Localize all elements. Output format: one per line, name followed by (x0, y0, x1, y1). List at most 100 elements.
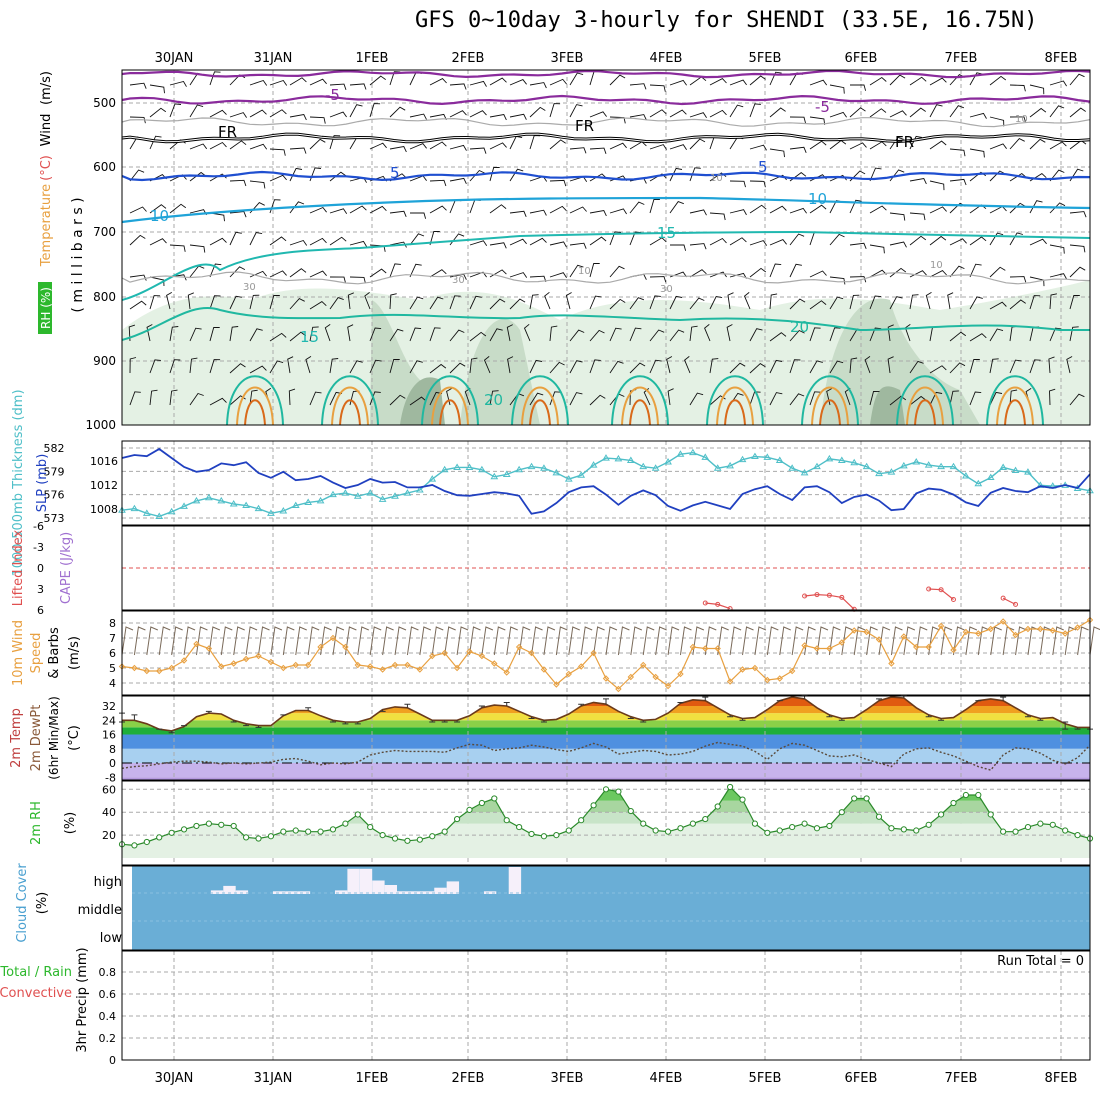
wind-barb (309, 167, 322, 182)
wind-barb (429, 205, 447, 214)
wind-barb (329, 236, 347, 246)
wind-barb (469, 357, 478, 374)
wind-barb (689, 76, 707, 86)
wind-barb (509, 298, 526, 310)
wind-speed-point (739, 666, 746, 673)
wind-barb (469, 240, 488, 247)
wind-barb (410, 212, 427, 219)
wind-speed-point (1049, 627, 1056, 634)
wind-barb (849, 199, 862, 214)
surface-wind-barb (468, 626, 481, 656)
wind-barb (529, 275, 547, 283)
wind-barb (689, 209, 707, 216)
wind-barb (229, 295, 242, 310)
wind-barb (269, 148, 286, 156)
wind-barb (369, 75, 386, 86)
wind-barb (129, 206, 147, 214)
contour-label: 15 (300, 328, 319, 346)
high-cloud-gap (359, 868, 373, 894)
wind-barb (189, 143, 208, 150)
upper-panel-frame (121, 69, 1091, 426)
ylabel-wind-barbs: & Barbs (47, 627, 62, 679)
temp-min-bar (354, 722, 361, 725)
surface-wind-barb (1039, 626, 1052, 656)
temp-band (122, 706, 1090, 714)
wind-barb (689, 297, 705, 310)
wind-barb (709, 237, 727, 246)
thickness-tick-label: 579 (44, 465, 65, 478)
contour-label: FR (575, 117, 594, 135)
thickness-point (751, 452, 759, 460)
rh-point (1049, 821, 1056, 828)
wind-barb (549, 179, 567, 187)
wind-barb (189, 244, 206, 253)
wind-speed-point (218, 663, 225, 670)
thickness-point (341, 489, 350, 496)
surface-wind-barb (332, 626, 345, 656)
surface-wind-barb (816, 626, 829, 656)
date-label-bottom: 5FEB (749, 1071, 782, 1086)
rh-panel-frame (121, 780, 1091, 866)
wind-barb (149, 276, 165, 287)
temp-max-bar (503, 701, 510, 706)
wind-barb (309, 206, 327, 214)
surface-wind-barb (307, 626, 320, 656)
rh-point (702, 815, 709, 823)
surface-wind-barb (493, 626, 506, 656)
wind-barb (949, 331, 967, 342)
wind-barb (347, 324, 354, 342)
wind-barb (169, 203, 187, 214)
wind-barb (889, 74, 906, 86)
wind-barb (149, 389, 158, 406)
thickness-tick-label: 576 (44, 489, 65, 502)
wind-speed-point (602, 675, 610, 682)
temp-tick-label: 0 (109, 757, 116, 770)
precip-tick-label: 0.4 (99, 1010, 117, 1023)
wind-barb (1029, 84, 1045, 95)
wind-barb (809, 270, 827, 278)
wind-barb (1009, 299, 1026, 310)
wind-barb (949, 362, 966, 374)
rh-point (776, 827, 783, 834)
wind-barb (1069, 73, 1085, 86)
wind-barb (609, 74, 626, 86)
wind-barb (1069, 393, 1085, 406)
temp-panel-frame (121, 695, 1091, 781)
wind-speed-point (242, 655, 250, 663)
wind-barb (789, 263, 802, 278)
wind-barb (947, 292, 954, 310)
wind-barb (809, 327, 821, 342)
wind-speed-point (888, 660, 895, 667)
wind-barb (128, 324, 136, 342)
wind-barb (1049, 244, 1065, 254)
wind-barb (489, 390, 499, 406)
date-label-bottom: 8FEB (1045, 1071, 1078, 1086)
wind-barb (269, 332, 287, 342)
date-label-top: 7FEB (945, 51, 978, 66)
date-label-bottom: 3FEB (551, 1071, 584, 1086)
wind-barb (209, 295, 221, 310)
wind-barb (649, 276, 667, 283)
wind-barb (969, 263, 982, 278)
wind-barb (349, 205, 367, 214)
rh-point (652, 827, 659, 834)
wind-barb (669, 79, 687, 86)
surface-wind-barb (1015, 626, 1027, 656)
wind-barb (1049, 293, 1057, 310)
surface-wind-barb (580, 626, 593, 656)
contour-label: FR (895, 133, 914, 151)
contour-label: 20 (790, 318, 809, 336)
wind-barb (887, 356, 894, 374)
wind-barb (749, 204, 767, 214)
surface-wind-barb (121, 626, 134, 656)
surface-wind-barb (220, 626, 233, 656)
surface-wind-barb (692, 626, 705, 656)
wind-barb (129, 300, 147, 310)
wind-speed-point (652, 673, 659, 681)
page-title: GFS 0~10day 3-hourly for SHENDI (33.5E, … (415, 8, 1038, 33)
wind-barb (409, 396, 427, 406)
wind-barb (689, 325, 698, 342)
temp-min-bar (826, 714, 833, 718)
wind-barb (209, 71, 221, 86)
slp-tick-label: 1008 (90, 503, 118, 516)
